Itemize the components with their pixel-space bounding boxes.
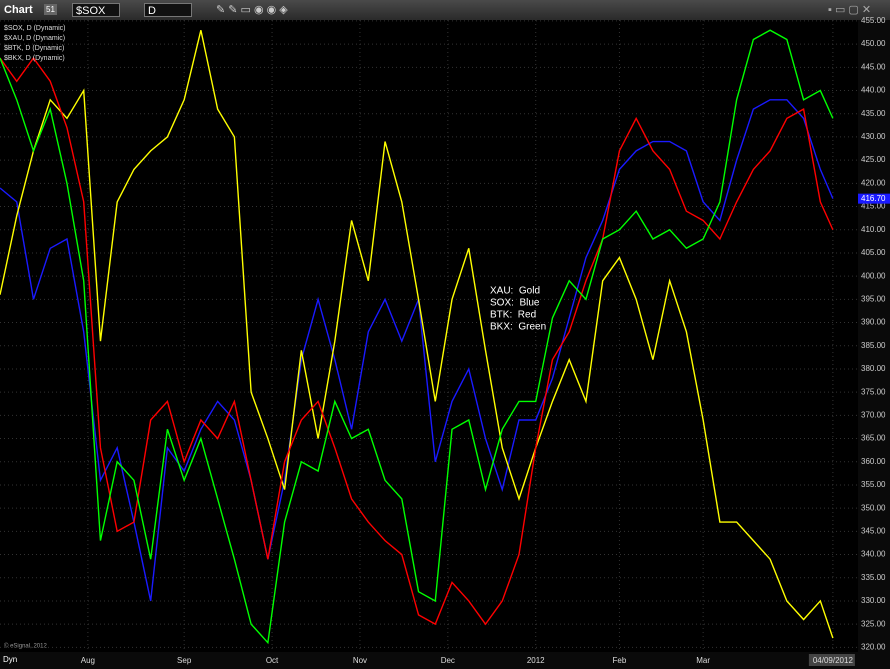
y-tick-label: 345.00 [861, 526, 886, 535]
series-line [0, 56, 834, 626]
y-tick-label: 415.00 [861, 202, 886, 211]
x-tick-label: Oct [266, 656, 279, 665]
toolbar-icons[interactable]: ✎ ✎ ▭ ◉ ◉ ◈ [216, 4, 288, 16]
y-tick-label: 440.00 [861, 86, 886, 95]
y-tick-label: 385.00 [861, 341, 886, 350]
y-tick-label: 360.00 [861, 457, 886, 466]
copyright: © eSignal, 2012 [4, 643, 47, 650]
x-tick-label: 04/09/2012 [813, 656, 854, 665]
window-buttons[interactable]: ▪ ▭ ▢ ✕ [828, 4, 872, 16]
x-tick-label: Sep [177, 656, 192, 665]
date-flag [808, 654, 855, 666]
y-tick-label: 320.00 [861, 642, 886, 651]
y-tick-label: 375.00 [861, 387, 886, 396]
symbol-input[interactable]: $SOX [72, 3, 120, 17]
y-tick-label: 365.00 [861, 434, 886, 443]
y-tick-label: 325.00 [861, 619, 886, 628]
x-axis-area [0, 652, 858, 669]
badge: 51 [44, 4, 57, 15]
x-tick-label: 2012 [527, 656, 545, 665]
plot-area [0, 20, 858, 652]
x-tick-label: Nov [353, 656, 367, 665]
annotation: BTK: Red [490, 310, 536, 321]
annotation: XAU: Gold [490, 286, 540, 297]
y-tick-label: 405.00 [861, 248, 886, 257]
y-tick-label: 335.00 [861, 573, 886, 582]
y-tick-label: 430.00 [861, 132, 886, 141]
y-tick-label: 370.00 [861, 410, 886, 419]
y-tick-label: 380.00 [861, 364, 886, 373]
y-tick-label: 420.00 [861, 178, 886, 187]
series-line [0, 30, 834, 639]
x-tick-label: Feb [613, 656, 627, 665]
y-tick-label: 445.00 [861, 62, 886, 71]
mode-label: Dyn [3, 655, 17, 664]
interval-input[interactable]: D [144, 3, 192, 17]
series-line [0, 29, 834, 645]
y-tick-label: 340.00 [861, 550, 886, 559]
legend-entry: $XAU, D (Dynamic) [4, 35, 65, 42]
y-tick-label: 425.00 [861, 155, 886, 164]
annotation: BKX: Green [490, 322, 546, 333]
x-tick-label: Mar [696, 656, 710, 665]
value-label: 416.70 [861, 194, 886, 203]
y-tick-label: 330.00 [861, 596, 886, 605]
window-title: Chart [4, 4, 33, 16]
y-tick-label: 350.00 [861, 503, 886, 512]
y-axis-area [858, 20, 890, 669]
x-tick-label: Aug [81, 656, 95, 665]
y-tick-label: 455.00 [861, 16, 886, 25]
y-tick-label: 390.00 [861, 318, 886, 327]
y-tick-label: 410.00 [861, 225, 886, 234]
price-flag [858, 193, 890, 204]
legend-entry: $SOX, D (Dynamic) [4, 25, 65, 32]
x-tick-label: Dec [441, 656, 455, 665]
legend-entry: $BKX, D (Dynamic) [4, 55, 65, 62]
y-tick-label: 395.00 [861, 294, 886, 303]
toolbar: Chart 51 $SOX D ✎ ✎ ▭ ◉ ◉ ◈ ▪ ▭ ▢ ✕ [0, 0, 890, 20]
legend-entry: $BTK, D (Dynamic) [4, 45, 64, 52]
y-tick-label: 355.00 [861, 480, 886, 489]
y-tick-label: 435.00 [861, 109, 886, 118]
y-tick-label: 400.00 [861, 271, 886, 280]
y-tick-label: 450.00 [861, 39, 886, 48]
annotation: SOX: Blue [490, 298, 540, 309]
